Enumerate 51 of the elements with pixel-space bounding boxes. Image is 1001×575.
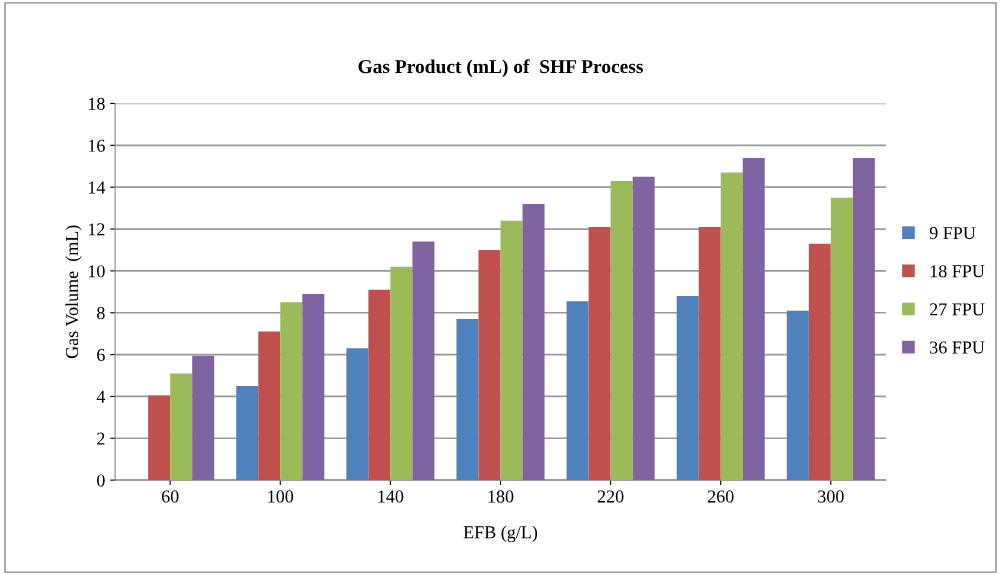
- bar: [500, 220, 523, 481]
- bar: [368, 289, 391, 481]
- bar: [148, 395, 171, 481]
- bar: [390, 266, 413, 481]
- bar: [610, 180, 633, 481]
- y-tick-label: 18: [88, 97, 105, 110]
- bar: [632, 176, 655, 481]
- y-tick-label: 12: [88, 223, 105, 236]
- bar: [852, 157, 875, 481]
- x-tick-label: 180: [488, 490, 514, 503]
- chart-title: Gas Product (mL) of SHF Process: [358, 59, 643, 78]
- y-tick-label: 0: [97, 474, 105, 487]
- legend-label: 18 FPU: [930, 265, 985, 278]
- bar: [808, 243, 831, 481]
- bar: [258, 331, 281, 481]
- bar: [456, 319, 479, 481]
- x-axis-title: EFB (g/L): [463, 525, 538, 543]
- x-tick-label: 300: [818, 490, 844, 503]
- x-tick-label: 100: [268, 490, 294, 503]
- bar: [236, 385, 259, 481]
- legend-label: 9 FPU: [929, 227, 976, 240]
- bar: [478, 249, 501, 481]
- y-tick-label: 4: [96, 390, 106, 403]
- bar: [786, 310, 809, 481]
- bar: [302, 293, 325, 481]
- legend-label: 36 FPU: [930, 341, 985, 354]
- bar: [830, 197, 853, 481]
- bar: [346, 348, 369, 481]
- x-tick-label: 140: [378, 490, 404, 503]
- x-tick-label: 60: [161, 490, 179, 503]
- bar: [280, 302, 303, 481]
- y-tick-label: 14: [88, 181, 106, 194]
- x-tick-label: 260: [707, 490, 734, 503]
- y-tick-label: 10: [88, 265, 105, 278]
- y-tick-label: 6: [97, 348, 105, 362]
- y-tick-label: 8: [97, 306, 105, 320]
- y-tick-label: 16: [88, 139, 105, 152]
- bar: [566, 301, 589, 481]
- legend-label: 27 FPU: [930, 303, 985, 316]
- bar: [522, 203, 545, 481]
- x-tick-label: 220: [597, 490, 624, 503]
- bar: [676, 296, 699, 481]
- bar: [588, 226, 611, 481]
- bar: [698, 226, 721, 481]
- bar: [412, 241, 435, 481]
- bar: [720, 172, 743, 481]
- bar: [742, 157, 765, 481]
- bar: [192, 355, 215, 481]
- bar: [170, 373, 193, 481]
- y-tick-label: 2: [97, 432, 105, 445]
- y-axis-title: Gas Volume (mL): [65, 225, 82, 359]
